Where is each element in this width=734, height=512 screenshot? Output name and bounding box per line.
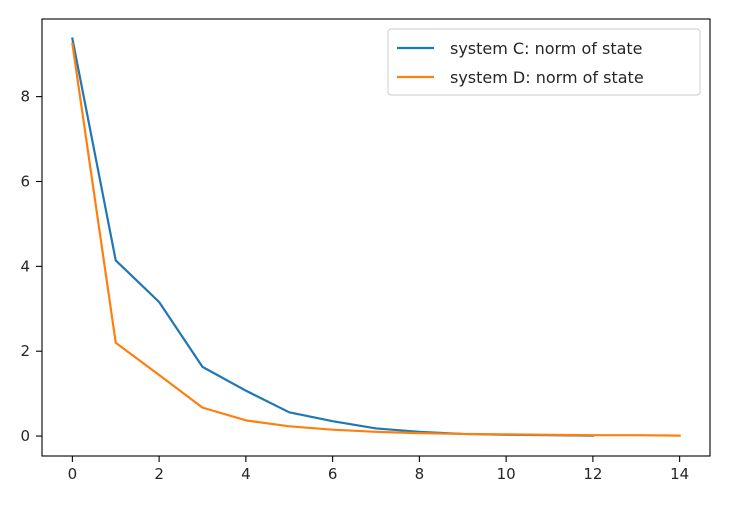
plot-frame <box>41 18 711 457</box>
x-tick-label: 2 <box>154 465 164 483</box>
legend-label-0: system C: norm of state <box>450 39 643 58</box>
legend: system C: norm of state system D: norm of… <box>387 28 701 96</box>
x-tick-label: 6 <box>328 465 338 483</box>
x-tick-label: 4 <box>241 465 251 483</box>
x-tick-label: 0 <box>68 465 78 483</box>
x-tick-label: 14 <box>670 465 689 483</box>
legend-box <box>387 28 701 96</box>
x-tick-label: 10 <box>497 465 516 483</box>
series-line-1 <box>71 42 681 437</box>
x-tick-label: 8 <box>415 465 425 483</box>
axes-frame <box>41 18 711 457</box>
x-axis: 0 2 4 6 8 10 12 14 <box>68 456 689 483</box>
y-tick-label: 4 <box>20 257 30 275</box>
y-axis: 0 2 4 6 8 <box>20 88 42 445</box>
y-tick-label: 0 <box>20 427 30 445</box>
x-tick-label: 12 <box>583 465 602 483</box>
y-tick-label: 6 <box>20 172 30 190</box>
y-tick-label: 2 <box>20 342 30 360</box>
series-layer <box>71 37 681 437</box>
legend-label-1: system D: norm of state <box>450 68 644 87</box>
y-tick-label: 8 <box>20 88 30 106</box>
